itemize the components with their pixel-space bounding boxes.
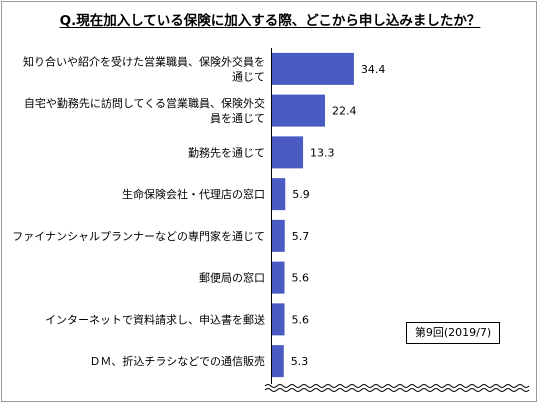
category-label: 勤務先を通じて: [188, 145, 265, 159]
bar: [271, 219, 285, 252]
value-label: 5.7: [292, 230, 310, 243]
category-label-line: 自宅や勤務先に訪問してくる営業職員、保険外交: [24, 96, 265, 110]
bar: [271, 303, 285, 336]
value-label: 22.4: [332, 105, 357, 118]
category-label-line: 郵便局の窓口: [199, 271, 265, 285]
bar: [271, 94, 325, 127]
category-label: 郵便局の窓口: [199, 271, 265, 285]
bar: [271, 136, 304, 169]
value-label: 5.6: [291, 313, 309, 326]
category-label-line: 勤務先を通じて: [188, 145, 265, 159]
category-label: ファイナンシャルプランナーなどの専門家を通じて: [12, 229, 265, 243]
survey-round-note: 第9回(2019/7): [406, 322, 500, 344]
value-label: 34.4: [361, 63, 386, 76]
chart-title: Q.現在加入している保険に加入する際、どこから申し込みましたか？: [59, 13, 481, 29]
category-label-line: 員を通じて: [210, 112, 265, 125]
labels-layer: 34.4 知り合いや紹介を受けた営業職員、保険外交員を通じて 22.4 自宅や勤務先に…: [12, 54, 385, 368]
value-label: 5.3: [291, 355, 309, 368]
value-label: 13.3: [310, 146, 335, 159]
category-label-line: 通じて: [232, 70, 265, 83]
category-label-line: ＤＭ、折込チラシなどでの通信販売: [89, 354, 265, 368]
category-label-line: 知り合いや紹介を受けた営業職員、保険外交員を: [23, 54, 265, 68]
axis-break-wave: [264, 384, 530, 388]
bar: [271, 345, 284, 378]
bar: [271, 178, 286, 211]
category-label: インターネットで資料請求し、申込書を郵送: [45, 312, 265, 326]
category-label: 生命保険会社・代理店の窓口: [122, 187, 265, 201]
value-label: 5.9: [292, 188, 310, 201]
bar: [271, 261, 285, 294]
category-label: 自宅や勤務先に訪問してくる営業職員、保険外交員を通じて: [24, 96, 265, 125]
bars-layer: [271, 52, 354, 378]
category-label-line: 生命保険会社・代理店の窓口: [122, 187, 265, 201]
axis-break-wave: [264, 388, 530, 392]
category-label: 知り合いや紹介を受けた営業職員、保険外交員を通じて: [23, 54, 265, 83]
axis-break: [264, 384, 530, 392]
category-label-line: ファイナンシャルプランナーなどの専門家を通じて: [12, 229, 265, 243]
value-label: 5.6: [291, 272, 309, 285]
category-label: ＤＭ、折込チラシなどでの通信販売: [89, 354, 265, 368]
bar: [271, 52, 354, 85]
category-label-line: インターネットで資料請求し、申込書を郵送: [45, 312, 265, 326]
